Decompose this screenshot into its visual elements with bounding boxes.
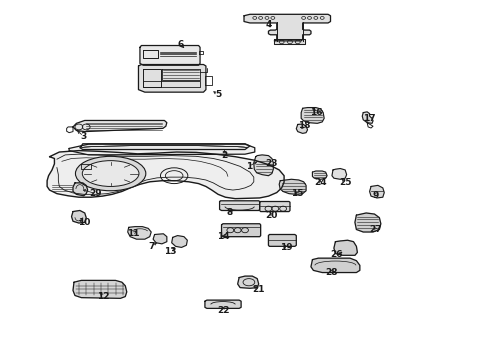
Polygon shape <box>301 108 324 123</box>
Text: 21: 21 <box>252 285 265 294</box>
Text: 6: 6 <box>177 40 184 49</box>
Text: 22: 22 <box>217 306 229 315</box>
Text: 3: 3 <box>81 132 87 141</box>
Text: 7: 7 <box>148 242 154 251</box>
Text: 18: 18 <box>298 121 311 130</box>
Text: 13: 13 <box>165 247 177 256</box>
Text: 19: 19 <box>280 243 293 252</box>
Text: 4: 4 <box>265 19 271 28</box>
Polygon shape <box>73 280 127 298</box>
Polygon shape <box>269 234 296 246</box>
Text: 16: 16 <box>310 108 322 117</box>
Text: 20: 20 <box>266 211 278 220</box>
Ellipse shape <box>75 156 146 191</box>
Polygon shape <box>313 171 327 179</box>
Polygon shape <box>69 144 255 155</box>
Polygon shape <box>274 40 305 44</box>
Polygon shape <box>73 121 167 132</box>
Polygon shape <box>244 14 331 41</box>
Polygon shape <box>238 276 259 288</box>
Polygon shape <box>140 45 200 65</box>
Text: 29: 29 <box>90 189 102 198</box>
Polygon shape <box>139 64 206 92</box>
Polygon shape <box>172 235 187 247</box>
Polygon shape <box>311 258 360 273</box>
Polygon shape <box>260 202 290 212</box>
Polygon shape <box>296 124 308 134</box>
Text: 27: 27 <box>369 225 382 234</box>
Text: 26: 26 <box>331 250 343 259</box>
Polygon shape <box>254 155 273 176</box>
Text: 2: 2 <box>221 151 227 160</box>
Text: 25: 25 <box>339 178 351 187</box>
Text: 23: 23 <box>266 159 278 168</box>
Polygon shape <box>72 211 86 223</box>
Polygon shape <box>279 179 306 194</box>
Polygon shape <box>334 240 357 255</box>
Text: 10: 10 <box>77 218 90 227</box>
Polygon shape <box>332 168 346 179</box>
Polygon shape <box>369 185 384 198</box>
Polygon shape <box>153 234 167 244</box>
Text: 12: 12 <box>97 292 110 301</box>
Text: 8: 8 <box>226 208 232 217</box>
Text: 17: 17 <box>363 114 376 123</box>
Polygon shape <box>362 112 373 123</box>
Text: 1: 1 <box>246 162 252 171</box>
Text: 24: 24 <box>315 178 327 187</box>
Polygon shape <box>355 213 381 232</box>
Ellipse shape <box>82 161 139 186</box>
Text: 5: 5 <box>215 90 221 99</box>
Polygon shape <box>205 300 241 309</box>
Text: 11: 11 <box>127 229 140 238</box>
Polygon shape <box>80 144 250 149</box>
Text: 28: 28 <box>326 268 338 277</box>
Polygon shape <box>220 201 260 211</box>
Text: 9: 9 <box>373 190 379 199</box>
Polygon shape <box>47 150 284 199</box>
Polygon shape <box>128 226 151 239</box>
Polygon shape <box>221 224 261 237</box>
Text: 15: 15 <box>292 189 304 198</box>
Polygon shape <box>73 183 88 196</box>
Text: 14: 14 <box>217 232 229 241</box>
